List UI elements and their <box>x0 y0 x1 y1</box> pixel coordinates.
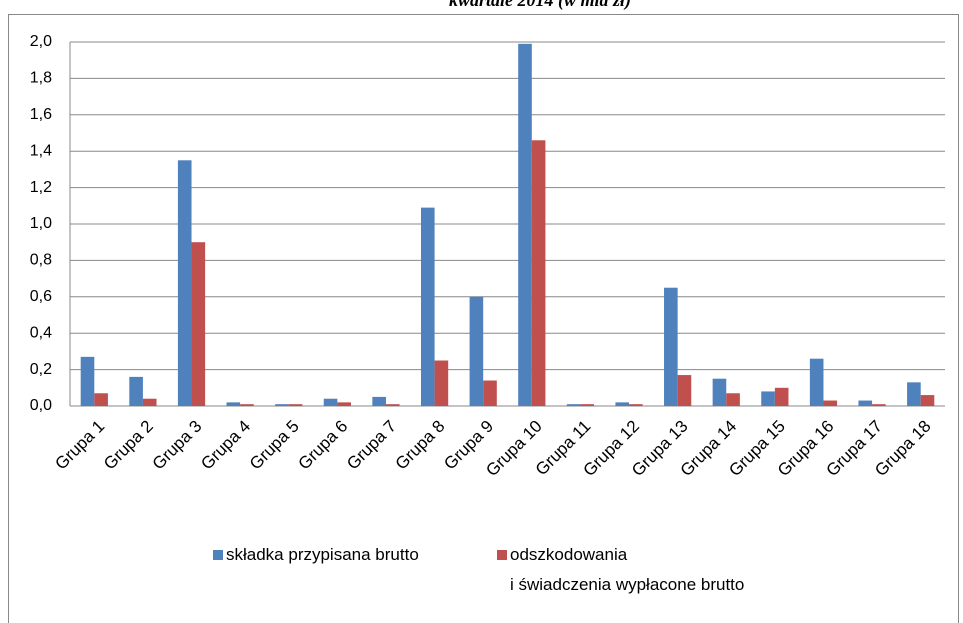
bar <box>809 358 824 406</box>
bar <box>566 404 581 406</box>
bar <box>580 404 595 406</box>
bar <box>323 398 338 406</box>
bar <box>615 402 630 406</box>
y-tick-label: 2,0 <box>30 33 52 50</box>
bar <box>823 400 838 406</box>
bar <box>372 396 386 406</box>
x-tick-label: Grupa 3 <box>149 417 206 474</box>
legend-swatch <box>497 550 507 560</box>
bar <box>907 382 921 406</box>
x-tick-label: Grupa 1 <box>51 417 108 474</box>
chart-frame <box>8 14 959 623</box>
x-tick-label: Grupa 6 <box>294 417 351 474</box>
y-tick-label: 1,2 <box>30 179 52 196</box>
legend-swatch <box>213 550 223 560</box>
bar <box>518 43 532 406</box>
bar <box>712 378 727 406</box>
bar <box>226 402 241 406</box>
bar <box>191 242 206 406</box>
y-tick-label: 1,0 <box>30 215 52 232</box>
x-tick-label: Grupa 7 <box>343 417 400 474</box>
bar <box>469 296 484 406</box>
bar <box>94 393 108 406</box>
y-tick-label: 0,0 <box>30 397 52 414</box>
y-tick-label: 0,8 <box>30 252 52 269</box>
x-tick-label: Grupa 2 <box>100 417 157 474</box>
bar <box>434 360 449 406</box>
bar <box>858 400 873 406</box>
bar <box>483 380 497 406</box>
bar <box>177 160 192 406</box>
bar <box>726 393 740 406</box>
legend-label: odszkodowania i świadczenia wypłacone br… <box>510 545 745 594</box>
x-tick-label: Grupa 5 <box>246 417 303 474</box>
bar <box>531 140 546 406</box>
bar <box>629 404 643 406</box>
bar <box>920 395 935 406</box>
bar <box>288 404 303 406</box>
bar <box>385 404 400 406</box>
y-tick-label: 1,8 <box>30 70 52 87</box>
x-tick-label: Grupa 4 <box>197 417 254 474</box>
bar <box>872 404 886 406</box>
x-tick-label: Grupa 8 <box>392 417 449 474</box>
y-tick-label: 0,2 <box>30 361 52 378</box>
bar <box>761 391 775 406</box>
bar <box>129 376 143 406</box>
bar <box>337 402 351 406</box>
bar <box>677 375 692 406</box>
bar <box>80 356 95 406</box>
y-tick-label: 1,6 <box>30 106 52 123</box>
bar <box>664 287 678 406</box>
y-tick-label: 0,4 <box>30 324 52 341</box>
bar <box>240 404 254 406</box>
bar <box>142 398 157 406</box>
chart-title: kwartale 2014 (w mld zł) <box>449 0 631 11</box>
y-tick-label: 1,4 <box>30 142 52 159</box>
bar <box>774 387 789 406</box>
bar <box>420 207 435 406</box>
bar <box>275 404 289 406</box>
y-tick-label: 0,6 <box>30 288 52 305</box>
legend-label: składka przypisana brutto <box>226 545 419 564</box>
